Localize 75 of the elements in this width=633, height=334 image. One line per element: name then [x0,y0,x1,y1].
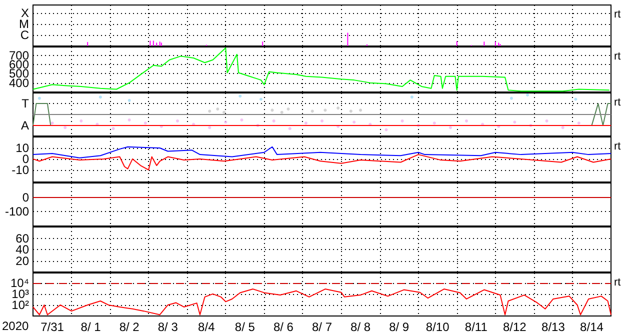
point [561,126,564,130]
x-tick-label: 8/ 2 [119,320,140,334]
y-tick-label: 40 [16,242,30,256]
point [98,96,102,99]
point [513,120,516,124]
text: rt [614,96,621,108]
x-tick-label: 8/10 [426,320,450,334]
x-tick-label: 8/ 8 [350,320,371,334]
x-tick-label: 8/ 7 [312,320,332,334]
point [465,119,468,122]
point [352,120,356,124]
point [144,122,147,125]
x-tick-label: 8/ 3 [158,320,178,334]
y-tick-label: 0 [22,190,30,204]
line-series [32,288,612,316]
x-tick-label: 8/4 [198,320,216,334]
point [259,98,262,101]
point [384,128,388,132]
point [280,110,284,114]
point [336,106,340,110]
point [128,118,131,122]
point [270,108,274,112]
point [304,122,308,125]
line-series [32,146,612,158]
x-axis-title: 2020 [2,319,30,333]
x-tick-label: 8/12 [502,320,527,334]
point [222,110,226,114]
y-tick-label: -100 [4,204,30,219]
point [310,110,314,113]
y-tick-label: 60 [16,231,30,246]
x-tick-label: 8/11 [464,320,488,334]
text: T [22,96,30,111]
point [38,96,41,100]
point [577,122,580,125]
x-tick-label: 8/ 9 [389,320,410,334]
point [510,96,513,100]
point [64,126,67,130]
point [208,110,212,113]
point [176,119,179,122]
point [288,127,292,130]
point [238,94,242,98]
point [574,98,578,101]
x-tick-label: 7/31 [40,320,64,334]
point [112,127,115,130]
x-tick-label: 8/ 5 [234,320,256,334]
point [80,119,83,122]
point [50,122,54,125]
point [324,108,327,112]
point [432,122,436,125]
line-series [32,154,612,170]
x-tick-label: 8/ 6 [273,320,294,334]
text: rt [614,140,621,152]
point [208,126,212,130]
text: rt [614,8,621,20]
point [286,108,290,111]
y-tick-label: 20 [16,254,30,268]
x-tick-label: 8/13 [542,320,566,334]
point [272,119,276,122]
point [320,119,324,122]
point [128,98,131,102]
point [359,108,362,112]
point [224,120,228,124]
point [526,93,530,96]
x-tick-label: 8/ 1 [80,320,102,334]
point [400,119,404,122]
x-tick-label: 8/14 [580,320,604,334]
point [240,118,244,122]
text: rt [614,276,621,288]
point [545,119,548,122]
point [216,108,220,111]
point [410,96,414,99]
point [448,126,452,130]
point [349,110,352,113]
text: A [20,118,29,132]
text: rt [614,50,621,62]
